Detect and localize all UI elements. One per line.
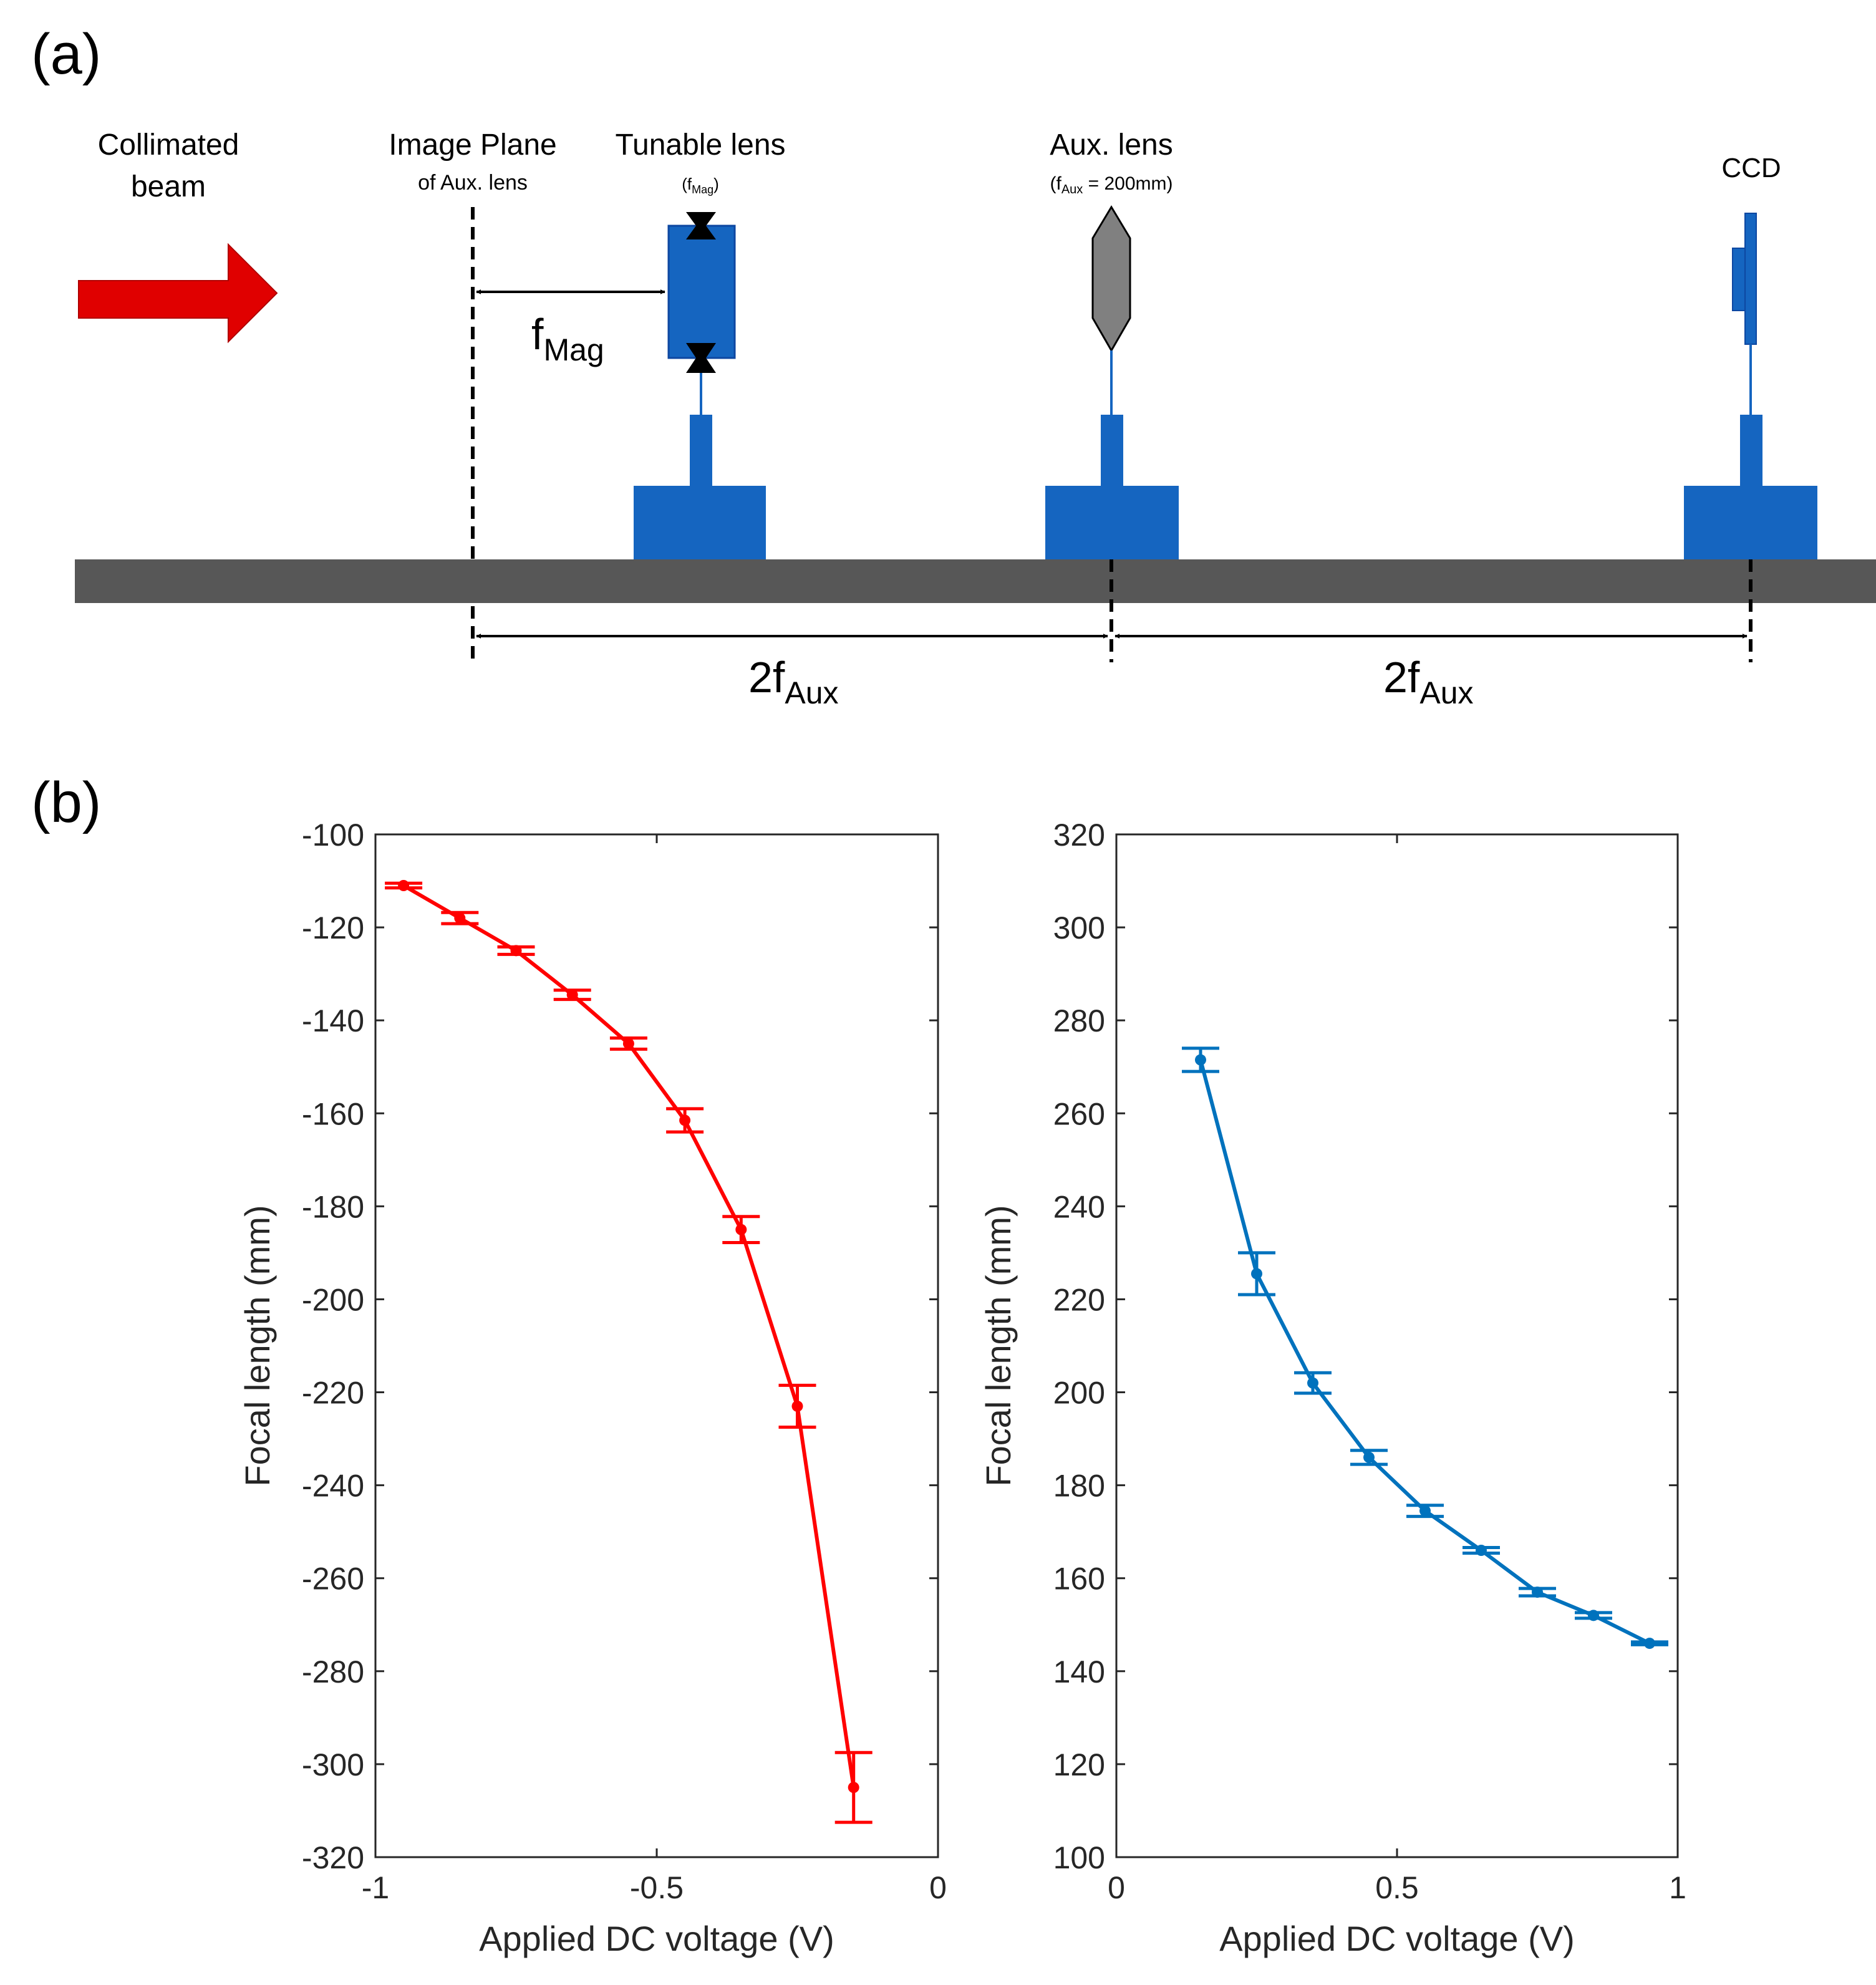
y-axis-label: Focal length (mm) bbox=[979, 1205, 1018, 1486]
x-axis-label: Applied DC voltage (V) bbox=[1219, 1919, 1575, 1958]
y-tick-label: 200 bbox=[1053, 1376, 1105, 1411]
y-tick-label: 240 bbox=[1053, 1189, 1105, 1224]
y-tick-label: 160 bbox=[1053, 1562, 1105, 1596]
optical-rail bbox=[75, 559, 1876, 603]
x-tick-label: 0.5 bbox=[1375, 1870, 1419, 1905]
data-point bbox=[1195, 1054, 1206, 1066]
y-tick-label: -320 bbox=[302, 1840, 364, 1875]
fmag-label: fMag bbox=[531, 310, 604, 367]
data-point bbox=[510, 945, 522, 957]
data-point bbox=[454, 912, 466, 924]
ccd-camera bbox=[1732, 213, 1757, 415]
image-plane-title: Image Plane bbox=[389, 128, 557, 162]
data-point bbox=[1532, 1587, 1543, 1598]
x-tick-label: -0.5 bbox=[630, 1870, 684, 1905]
data-point bbox=[398, 880, 410, 891]
data-point bbox=[622, 1038, 634, 1050]
collimated-label-line2: beam bbox=[131, 170, 206, 203]
x-tick-label: 0 bbox=[1108, 1870, 1125, 1905]
distance-left-label: 2fAux bbox=[748, 653, 839, 710]
y-tick-label: -140 bbox=[302, 1003, 364, 1038]
data-point bbox=[566, 989, 578, 1001]
data-point bbox=[1307, 1377, 1318, 1389]
y-tick-label: -180 bbox=[302, 1189, 364, 1224]
tunable-lens-title: Tunable lens bbox=[615, 128, 785, 162]
y-tick-label: 100 bbox=[1053, 1840, 1105, 1875]
panel-a-setup-diagram: (a) Collimated beam Image Plane of Aux. … bbox=[31, 22, 1876, 710]
data-point bbox=[791, 1400, 803, 1412]
mount-tunable bbox=[634, 415, 766, 559]
panel-a-label: (a) bbox=[31, 22, 101, 86]
mount-ccd bbox=[1684, 415, 1817, 559]
tunable-lens-top-clamp-icon bbox=[686, 212, 716, 239]
beam-arrow-icon bbox=[78, 243, 278, 344]
tunable-lens-bottom-clamp-icon bbox=[686, 343, 716, 373]
y-tick-label: -120 bbox=[302, 910, 364, 945]
y-tick-label: -160 bbox=[302, 1096, 364, 1131]
aux-lens-title: Aux. lens bbox=[1050, 128, 1172, 162]
data-point bbox=[1363, 1451, 1375, 1463]
y-tick-label: 120 bbox=[1053, 1747, 1105, 1782]
y-tick-label: -260 bbox=[302, 1562, 364, 1596]
aux-lens-subtitle: (fAux = 200mm) bbox=[1050, 173, 1172, 196]
y-tick-label: 320 bbox=[1053, 818, 1105, 852]
data-point bbox=[1644, 1638, 1655, 1649]
distance-right-label: 2fAux bbox=[1383, 653, 1474, 710]
mount-aux bbox=[1045, 415, 1179, 559]
x-tick-label: -1 bbox=[362, 1870, 389, 1905]
image-plane-subtitle: of Aux. lens bbox=[418, 171, 528, 195]
data-point bbox=[735, 1224, 747, 1235]
tunable-lens-subtitle: (fMag) bbox=[682, 175, 719, 196]
data-point bbox=[1476, 1545, 1487, 1556]
ccd-title: CCD bbox=[1721, 153, 1781, 183]
y-tick-label: -200 bbox=[302, 1282, 364, 1317]
data-point bbox=[1588, 1610, 1599, 1621]
plot-area bbox=[1115, 833, 1679, 1858]
y-axis-label: Focal length (mm) bbox=[238, 1205, 277, 1486]
aux-lens bbox=[1091, 205, 1131, 415]
aux-lens-shape-icon bbox=[1091, 205, 1131, 353]
y-tick-label: -240 bbox=[302, 1469, 364, 1504]
x-axis-label: Applied DC voltage (V) bbox=[479, 1919, 834, 1958]
data-point bbox=[848, 1782, 859, 1794]
y-tick-label: -220 bbox=[302, 1376, 364, 1411]
y-tick-label: -280 bbox=[302, 1654, 364, 1689]
panel-b-label: (b) bbox=[31, 771, 101, 834]
data-point bbox=[1251, 1268, 1262, 1280]
y-tick-label: 280 bbox=[1053, 1003, 1105, 1038]
x-tick-label: 1 bbox=[1669, 1870, 1686, 1905]
data-point bbox=[679, 1114, 691, 1126]
y-tick-label: 220 bbox=[1053, 1282, 1105, 1317]
chart-negative-voltage: -100 -120 -140 -160 -180 -200 -220 -240 -260 -280… bbox=[238, 818, 947, 1958]
data-point bbox=[1419, 1505, 1431, 1517]
y-tick-label: -100 bbox=[302, 818, 364, 852]
y-tick-label: 180 bbox=[1053, 1469, 1105, 1504]
y-tick-label: -300 bbox=[302, 1747, 364, 1782]
y-tick-label: 140 bbox=[1053, 1654, 1105, 1689]
x-tick-label: 0 bbox=[929, 1870, 947, 1905]
plot-area bbox=[374, 833, 939, 1858]
y-tick-label: 260 bbox=[1053, 1096, 1105, 1131]
collimated-label-line1: Collimated bbox=[98, 128, 239, 162]
y-tick-label: 300 bbox=[1053, 910, 1105, 945]
tunable-lens bbox=[667, 212, 736, 415]
